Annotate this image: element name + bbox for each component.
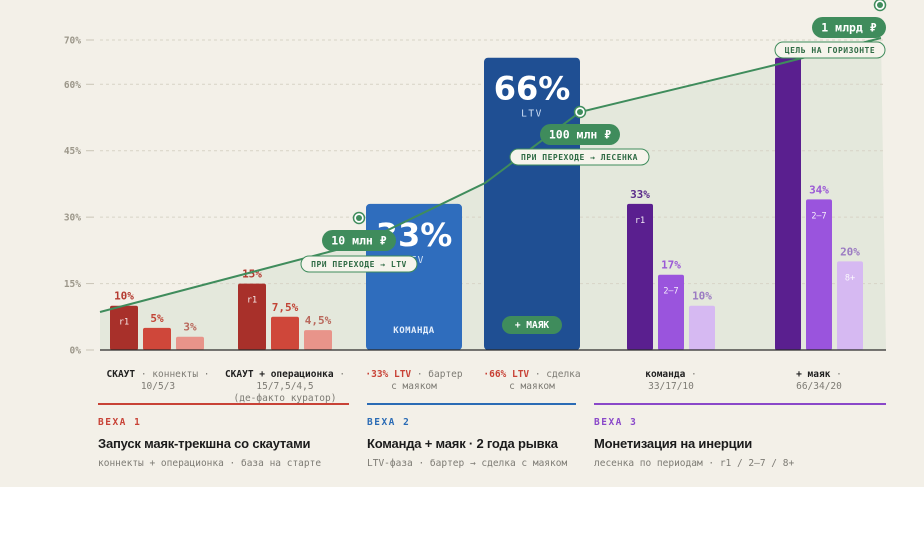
y-tick-label: 60%	[64, 80, 81, 91]
bar	[176, 336, 204, 350]
bar-inner-label: r1	[247, 296, 257, 306]
bar-inner-label: r1	[119, 318, 129, 328]
target-pill-label: 1 млрд ₽	[821, 21, 876, 35]
category-label-2: СКАУТ + операционка · 15/7,5/4,5 (де-фак…	[215, 369, 355, 405]
chart-panel: 0% 15% 30% 45% 60% 70% 10% r1 5% 3% 15% r1 7,5% 4,5% 3…	[0, 0, 924, 487]
category-label-5: команда · 33/17/10	[606, 369, 736, 393]
milestone-marker-dot	[356, 215, 362, 221]
bar-value-label: 34%	[809, 183, 829, 196]
bar-inner-label: 8+	[845, 273, 855, 283]
category-label-4: ·66% LTV · сделка с маяком	[472, 369, 592, 393]
bar	[689, 305, 715, 350]
bar-inner-label: r1	[635, 216, 645, 226]
milestone-2-tag: ВЕХА 2	[367, 417, 411, 428]
category-label-part: ·66% LTV	[483, 369, 530, 380]
milestone-3-subtitle: лесенка по периодам · r1 / 2–7 / 8+	[594, 458, 795, 469]
category-label-part: ·33% LTV	[365, 369, 412, 380]
target-caption-box	[509, 148, 650, 166]
y-tick-label: 70%	[64, 36, 81, 47]
milestone-2-rule	[367, 403, 576, 405]
bar-value-label: 10%	[692, 290, 712, 303]
milestone-marker-dot	[877, 2, 883, 8]
bar-inner-label: 2–7	[811, 211, 826, 221]
y-tick-label: 0%	[70, 346, 82, 357]
target-caption: ПРИ ПЕРЕХОДЕ → ЛЕСЕНКА	[521, 153, 638, 162]
category-label-part: · 66/34/20	[796, 369, 842, 392]
bar-value-label: 20%	[840, 245, 860, 258]
milestone-1-rule	[98, 403, 349, 405]
category-label-part: ·	[333, 369, 346, 380]
target-pill	[540, 124, 620, 145]
category-label-part: СКАУТ + операционка	[224, 369, 334, 380]
bar-value-label: 5%	[150, 312, 164, 325]
target-pill-label: 10 млн ₽	[331, 234, 386, 248]
target-caption-box	[300, 255, 418, 273]
milestone-3-title: Монетизация на инерции	[594, 436, 753, 451]
category-label-6: + маяк · 66/34/20	[754, 369, 884, 393]
ltv-bar-sublabel: LTV	[521, 109, 543, 120]
milestone-3-rule	[594, 403, 886, 405]
milestone-1-subtitle: коннекты + операционка · база на старте	[98, 458, 322, 469]
target-pill-label: 100 млн ₽	[549, 128, 611, 142]
category-label-part: · бартер с маяком	[391, 369, 463, 392]
target-pill	[322, 230, 396, 251]
bar	[806, 199, 832, 350]
category-label-part: 10/5/3	[140, 381, 176, 392]
category-label-part: · сделка с маяком	[509, 369, 581, 392]
category-label-part: + маяк	[796, 369, 831, 380]
bar-value-label: 17%	[661, 259, 681, 272]
milestone-3-tag: ВЕХА 3	[594, 417, 638, 428]
y-tick-label: 45%	[64, 146, 81, 157]
bar-inner-label: 2–7	[663, 287, 678, 297]
milestone-3: ВЕХА 3 Монетизация на инерции лесенка по…	[594, 403, 886, 469]
bar	[775, 57, 801, 350]
milestone-marker-dot	[577, 109, 583, 115]
ltv-bar-chart: 0%15%30%45%60%70%10%r1 5%3%15%r17,5%4,5%3…	[64, 0, 887, 357]
milestone-1-title: Запуск маяк-трекшна со скаутами	[98, 436, 311, 451]
category-label-part: · 33/17/10	[648, 369, 697, 392]
target-pill	[812, 17, 886, 38]
mayak-pill	[502, 316, 562, 334]
milestone-2: ВЕХА 2 Команда + маяк · 2 года рывка LTV…	[367, 403, 576, 469]
bar	[110, 305, 138, 350]
bar	[658, 274, 684, 350]
bar	[238, 283, 266, 350]
bar-value-label: 7,5%	[272, 301, 299, 314]
trend-line	[99, 37, 882, 313]
bar-value-label: 10%	[114, 290, 134, 303]
bar	[627, 203, 653, 350]
bar	[143, 327, 171, 350]
bar	[304, 330, 332, 350]
bar-value-label: 4,5%	[305, 314, 332, 327]
category-label-3: ·33% LTV · бартер с маяком	[354, 369, 474, 393]
mayak-pill-label: + МАЯК	[515, 320, 550, 331]
category-label-part: 15/7,5/4,5 (де-факто куратор)	[233, 381, 337, 404]
category-label-part: команда	[645, 369, 686, 380]
target-caption: ЦЕЛЬ НА ГОРИЗОНТЕ	[785, 46, 875, 55]
y-tick-label: 15%	[64, 279, 81, 290]
ltv-bar-inner-label: КОМАНДА	[393, 326, 435, 336]
milestone-2-subtitle: LTV-фаза · бартер → сделка с маяком	[367, 458, 568, 469]
y-tick-label: 30%	[64, 213, 81, 224]
bar	[837, 261, 863, 350]
category-label-1: СКАУТ · коннекты · 10/5/3	[93, 369, 223, 393]
bar-value-label: 33%	[630, 188, 650, 201]
milestone-2-title: Команда + маяк · 2 года рывка	[367, 436, 558, 451]
milestone-1: ВЕХА 1 Запуск маяк-трекшна со скаутами к…	[98, 403, 349, 469]
target-caption: ПРИ ПЕРЕХОДЕ → LTV	[311, 260, 407, 269]
milestone-1-tag: ВЕХА 1	[98, 417, 142, 428]
bar	[271, 316, 299, 350]
category-label-part: СКАУТ	[106, 369, 136, 380]
bar-value-label: 3%	[183, 321, 197, 334]
category-label-part: · коннекты ·	[135, 369, 210, 380]
ltv-bar-value: 66%	[494, 70, 571, 108]
target-caption-box	[774, 41, 886, 59]
